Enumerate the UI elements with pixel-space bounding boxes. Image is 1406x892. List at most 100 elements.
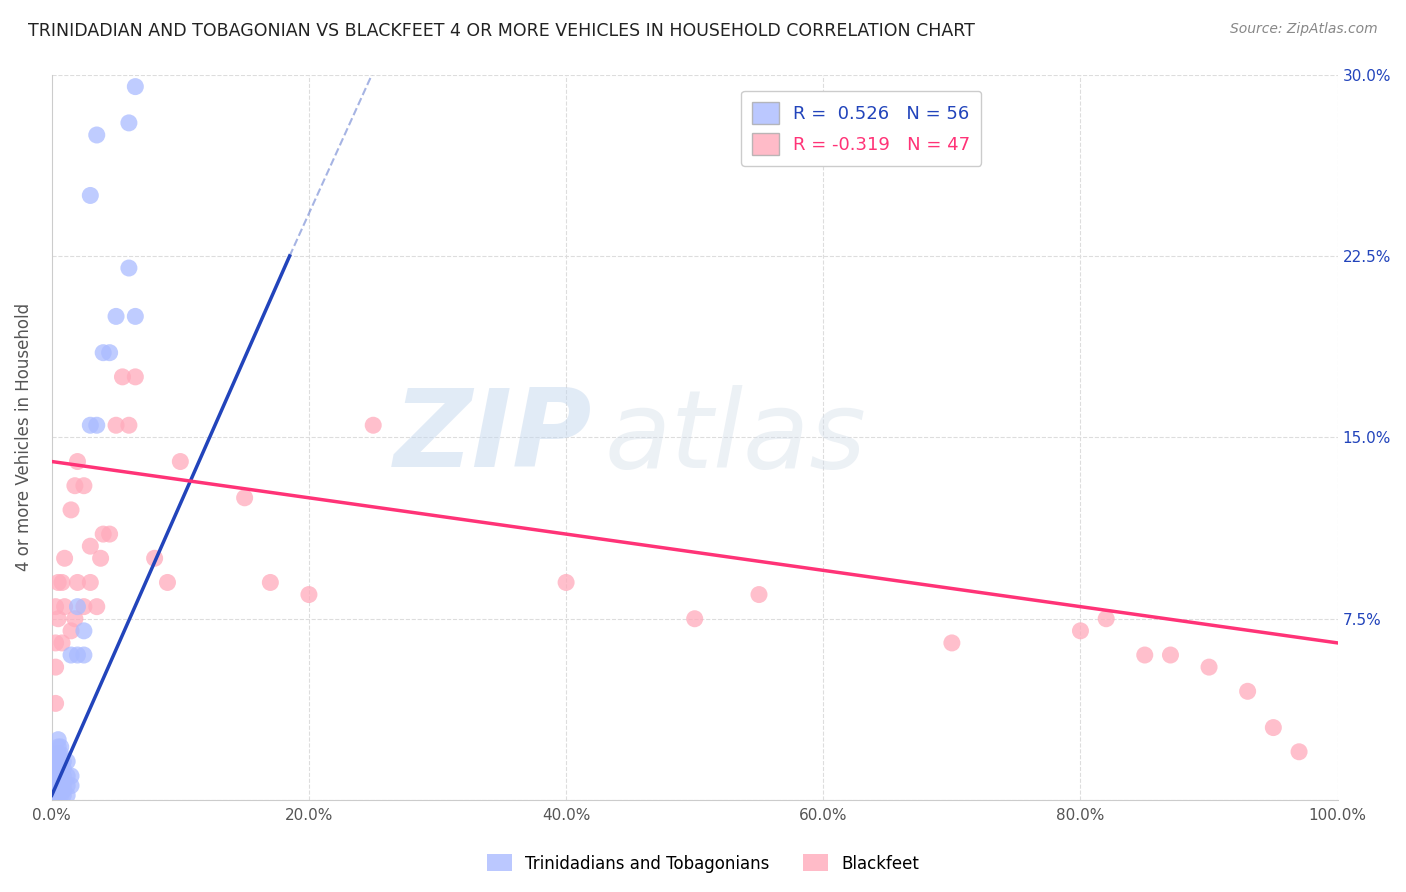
Point [90, 551, 112, 566]
Point [46, 732, 69, 747]
Point [60, 503, 83, 517]
Point [1095, 612, 1118, 626]
Point [56, 789, 79, 803]
Y-axis label: 4 or more Vehicles in Household: 4 or more Vehicles in Household [15, 303, 32, 572]
Point [86, 128, 108, 142]
Point [124, 79, 146, 94]
Point [105, 418, 128, 433]
Point [52, 755, 75, 769]
Point [60, 779, 83, 793]
Point [45, 636, 67, 650]
Point [683, 612, 706, 626]
Point [361, 418, 384, 433]
Point [233, 491, 256, 505]
Point [52, 779, 75, 793]
Point [98, 345, 121, 359]
Point [86, 599, 108, 614]
Point [45, 599, 67, 614]
Point [45, 747, 67, 762]
Point [52, 789, 75, 803]
Point [124, 310, 146, 324]
Point [1159, 648, 1181, 662]
Point [52, 783, 75, 797]
Point [259, 575, 281, 590]
Point [46, 755, 69, 769]
Point [91, 527, 114, 541]
Point [73, 648, 96, 662]
Legend: R =  0.526   N = 56, R = -0.319   N = 47: R = 0.526 N = 56, R = -0.319 N = 47 [741, 91, 981, 166]
Point [748, 588, 770, 602]
Point [49, 769, 72, 783]
Point [51, 636, 73, 650]
Point [169, 454, 191, 468]
Point [46, 769, 69, 783]
Point [46, 575, 69, 590]
Point [60, 769, 83, 783]
Point [79, 575, 101, 590]
Point [79, 188, 101, 202]
Point [56, 779, 79, 793]
Point [53, 551, 76, 566]
Point [66, 454, 89, 468]
Point [143, 551, 166, 566]
Point [66, 575, 89, 590]
Point [53, 599, 76, 614]
Point [46, 612, 69, 626]
Point [105, 310, 128, 324]
Point [73, 624, 96, 638]
Point [60, 648, 83, 662]
Point [1288, 745, 1310, 759]
Point [49, 783, 72, 797]
Point [46, 739, 69, 754]
Point [45, 697, 67, 711]
Point [1198, 660, 1220, 674]
Point [49, 762, 72, 776]
Point [73, 599, 96, 614]
Point [1263, 721, 1285, 735]
Point [60, 624, 83, 638]
Point [45, 773, 67, 788]
Point [49, 739, 72, 754]
Legend: Trinidadians and Tobagonians, Blackfeet: Trinidadians and Tobagonians, Blackfeet [481, 847, 925, 880]
Point [49, 755, 72, 769]
Point [52, 769, 75, 783]
Point [46, 789, 69, 803]
Point [118, 260, 141, 275]
Point [45, 755, 67, 769]
Point [56, 755, 79, 769]
Point [45, 660, 67, 674]
Text: ZIP: ZIP [394, 384, 592, 491]
Point [86, 418, 108, 433]
Point [45, 762, 67, 776]
Point [298, 588, 321, 602]
Point [46, 773, 69, 788]
Point [1069, 624, 1091, 638]
Point [66, 648, 89, 662]
Point [45, 793, 67, 807]
Point [52, 762, 75, 776]
Point [1236, 684, 1258, 698]
Point [156, 575, 179, 590]
Point [73, 479, 96, 493]
Point [45, 779, 67, 793]
Point [124, 369, 146, 384]
Point [118, 418, 141, 433]
Text: atlas: atlas [605, 384, 866, 490]
Point [56, 769, 79, 783]
Point [63, 479, 86, 493]
Point [91, 345, 114, 359]
Point [555, 575, 578, 590]
Point [51, 575, 73, 590]
Text: Source: ZipAtlas.com: Source: ZipAtlas.com [1230, 22, 1378, 37]
Point [46, 779, 69, 793]
Point [941, 636, 963, 650]
Point [66, 599, 89, 614]
Point [111, 369, 134, 384]
Point [98, 527, 121, 541]
Point [49, 789, 72, 803]
Point [1133, 648, 1156, 662]
Point [63, 612, 86, 626]
Point [45, 789, 67, 803]
Point [46, 762, 69, 776]
Point [45, 769, 67, 783]
